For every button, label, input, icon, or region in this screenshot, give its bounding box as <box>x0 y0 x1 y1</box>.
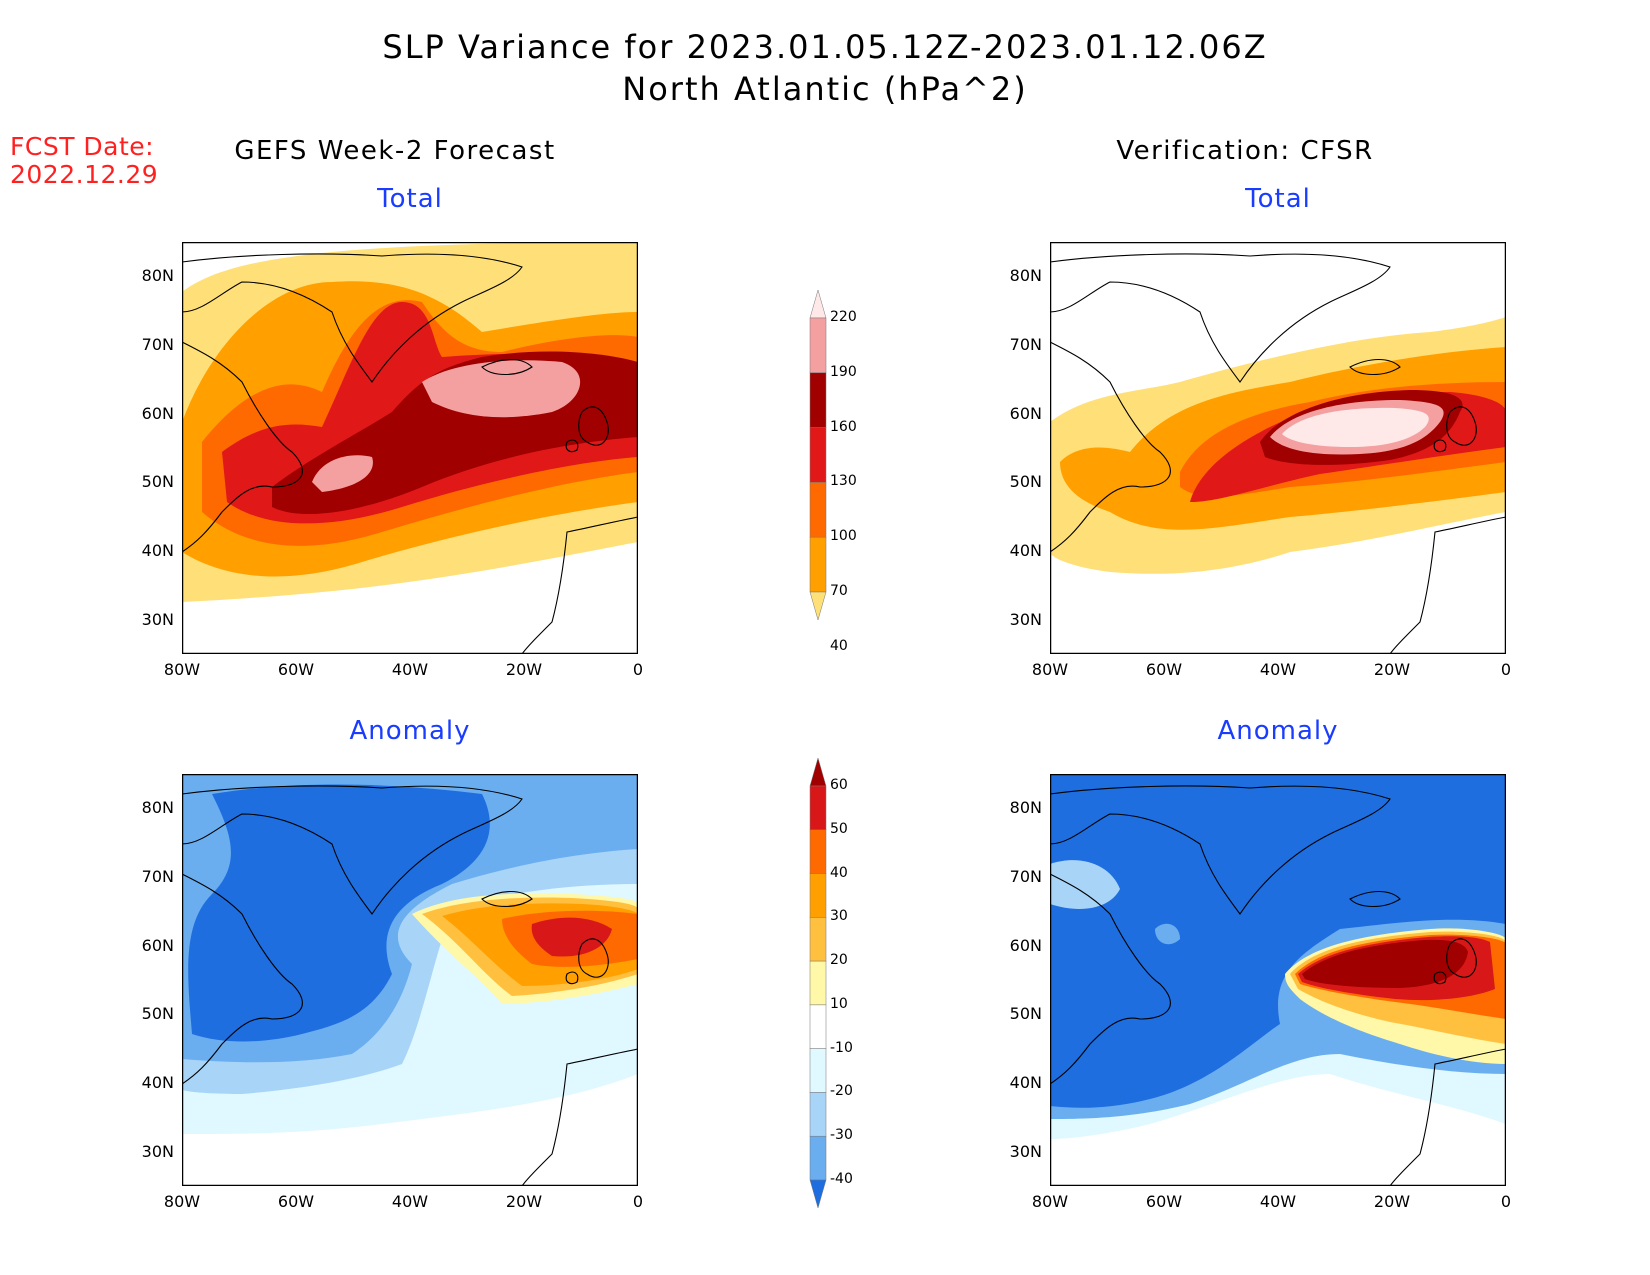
forecast-total-lon-label: 40W <box>391 660 429 679</box>
verification-anomaly-lon-label: 40W <box>1259 1192 1297 1211</box>
verification-total-map <box>1050 242 1506 654</box>
fcst-date-value: 2022.12.29 <box>10 160 159 189</box>
anomaly-colorbar-swatch <box>809 1092 827 1137</box>
anomaly-colorbar-swatch <box>809 873 827 918</box>
forecast-anomaly-lat-label: 80N <box>141 798 174 818</box>
forecast-total-map <box>182 242 638 654</box>
total-colorbar-level-label: 40 <box>830 637 848 654</box>
forecast-anomaly-lat-label: 50N <box>141 1004 174 1024</box>
verification-total-lon-label: 80W <box>1031 660 1069 679</box>
anomaly-colorbar: 60 50 40 30 20 10 -10 -20 -30 -40 <box>806 758 896 1208</box>
anomaly-colorbar-level-label: 50 <box>830 820 848 837</box>
verification-anomaly-lat-label: 50N <box>1009 1004 1042 1024</box>
verification-total-lon-label: 20W <box>1373 660 1411 679</box>
verification-total-lat-label: 30N <box>1009 609 1042 629</box>
forecast-total-lat-label: 40N <box>141 541 174 560</box>
total-colorbar: 220 190 160 130 100 70 40 <box>806 290 896 654</box>
verification-anomaly-lat-label: 70N <box>1009 867 1042 886</box>
anomaly-colorbar-swatch <box>809 1048 827 1093</box>
forecast-total-lat-label: 60N <box>141 403 174 423</box>
forecast-anomaly-lat-label: 40N <box>141 1073 174 1092</box>
anomaly-colorbar-swatch <box>809 1004 827 1049</box>
anomaly-colorbar-swatch <box>809 960 827 1006</box>
anomaly-colorbar-swatch <box>809 829 827 874</box>
anomaly-colorbar-level-label: -20 <box>830 1083 853 1100</box>
forecast-anomaly-lon-label: 20W <box>505 1192 543 1211</box>
total-colorbar-level-label: 160 <box>830 418 857 435</box>
forecast-total-lat-label: 80N <box>141 266 174 286</box>
anomaly-colorbar-level-label: 10 <box>830 995 848 1012</box>
forecast-total-lon-label: 0 <box>632 660 644 679</box>
verification-total-lat-label: 60N <box>1009 403 1042 423</box>
total-colorbar-swatch <box>809 536 827 593</box>
anomaly-colorbar-level-label: 40 <box>830 864 848 881</box>
chart-title-line2: North Atlantic (hPa^2) <box>622 70 1028 108</box>
verification-anomaly-map <box>1050 774 1506 1186</box>
forecast-anomaly-lat-label: 60N <box>141 935 174 955</box>
forecast-total-lat-label: 50N <box>141 472 174 492</box>
verification-anomaly-lat-label: 30N <box>1009 1141 1042 1161</box>
anomaly-colorbar-level-label: 20 <box>830 952 848 969</box>
total-colorbar-level-label: 190 <box>830 363 857 380</box>
forecast-total-lon-label: 80W <box>163 660 201 679</box>
anomaly-colorbar-level-label: 30 <box>830 908 848 925</box>
forecast-total-lat-label: 30N <box>141 609 174 629</box>
total-colorbar-swatch <box>809 482 827 538</box>
forecast-anomaly-lon-label: 60W <box>277 1192 315 1211</box>
total-colorbar-level-label: 130 <box>830 473 857 490</box>
forecast-anomaly-lon-label: 40W <box>391 1192 429 1211</box>
total-colorbar-swatch <box>809 317 827 374</box>
total-colorbar-swatch <box>809 372 827 428</box>
verification-total-title: Total <box>1245 184 1311 214</box>
forecast-anomaly-lat-label: 30N <box>141 1141 174 1161</box>
forecast-anomaly-lon-label: 80W <box>163 1192 201 1211</box>
verification-total-lat-label: 70N <box>1009 335 1042 354</box>
anomaly-colorbar-level-label: 60 <box>830 777 848 793</box>
verification-total-lat-label: 50N <box>1009 472 1042 492</box>
verification-total-lon-label: 0 <box>1500 660 1512 679</box>
forecast-total-lon-label: 60W <box>277 660 315 679</box>
forecast-total-title: Total <box>377 184 443 214</box>
anomaly-colorbar-swatch <box>809 785 827 831</box>
total-colorbar-level-label: 70 <box>830 583 848 599</box>
verification-total-lon-label: 40W <box>1259 660 1297 679</box>
verification-total-lat-label: 40N <box>1009 541 1042 560</box>
total-colorbar-swatch <box>809 591 827 620</box>
anomaly-colorbar-level-label: -40 <box>830 1171 853 1187</box>
verification-anomaly-lon-label: 80W <box>1031 1192 1069 1211</box>
forecast-anomaly-title: Anomaly <box>349 716 471 746</box>
verification-anomaly-lon-label: 0 <box>1500 1192 1512 1211</box>
anomaly-colorbar-swatch <box>809 1135 827 1181</box>
verification-anomaly-lon-label: 20W <box>1373 1192 1411 1211</box>
right-column-title: Verification: CFSR <box>1116 136 1374 166</box>
total-colorbar-swatch <box>809 290 827 319</box>
forecast-anomaly-lon-label: 0 <box>632 1192 644 1211</box>
anomaly-colorbar-swatch <box>809 758 827 787</box>
fcst-date-label: FCST Date: <box>10 132 155 161</box>
verification-total-lat-label: 80N <box>1009 266 1042 286</box>
anomaly-colorbar-level-label: -30 <box>830 1127 853 1144</box>
verification-anomaly-lon-label: 60W <box>1145 1192 1183 1211</box>
forecast-total-lon-label: 20W <box>505 660 543 679</box>
total-colorbar-swatch <box>809 427 827 483</box>
total-colorbar-level-label: 220 <box>830 309 857 325</box>
verification-anomaly-lat-label: 40N <box>1009 1073 1042 1092</box>
left-column-title: GEFS Week-2 Forecast <box>234 136 556 166</box>
total-colorbar-level-label: 100 <box>830 528 857 545</box>
anomaly-colorbar-level-label: -10 <box>830 1039 853 1056</box>
forecast-anomaly-lat-label: 70N <box>141 867 174 886</box>
verification-anomaly-lat-label: 80N <box>1009 798 1042 818</box>
verification-anomaly-lat-label: 60N <box>1009 935 1042 955</box>
verification-anomaly-title: Anomaly <box>1217 716 1339 746</box>
anomaly-colorbar-swatch <box>809 1179 827 1208</box>
forecast-total-lat-label: 70N <box>141 335 174 354</box>
verification-total-lon-label: 60W <box>1145 660 1183 679</box>
chart-title-line1: SLP Variance for 2023.01.05.12Z-2023.01.… <box>382 28 1268 66</box>
forecast-anomaly-map <box>182 774 638 1186</box>
anomaly-colorbar-swatch <box>809 917 827 962</box>
